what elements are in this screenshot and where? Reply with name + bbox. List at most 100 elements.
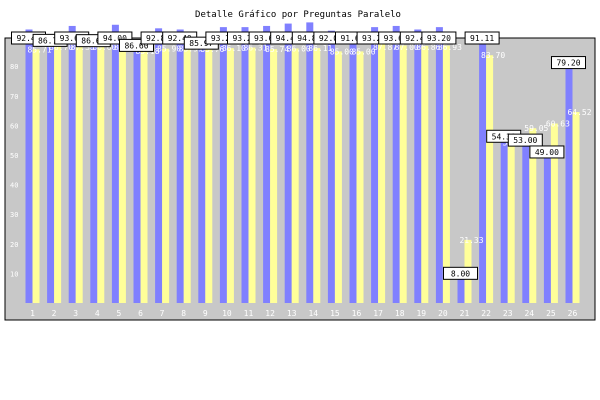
data-label-series-2: 21.33: [459, 236, 483, 245]
bar-series-1: [349, 31, 357, 303]
x-tick-label: 22: [481, 309, 491, 318]
bar-series-2: [442, 45, 450, 304]
y-tick-label: 20: [10, 241, 18, 249]
bar-series-1: [263, 25, 271, 303]
bar-series-2: [334, 51, 342, 304]
bar-series-1: [133, 51, 141, 304]
data-label-series-2: 87.87: [373, 43, 397, 52]
bar-series-1: [219, 27, 227, 304]
bar-series-1: [327, 30, 335, 304]
data-label-series-2: 85.90: [157, 45, 181, 54]
data-label-box: [507, 133, 543, 147]
y-tick-label: 60: [10, 122, 18, 130]
x-tick-label: 20: [438, 309, 448, 318]
bar-series-1: [435, 27, 443, 304]
bar-series-2: [97, 46, 105, 303]
bar-series-1: [543, 157, 551, 303]
data-label-series-2: 85.00: [351, 47, 375, 56]
y-tick-label: 70: [10, 93, 18, 101]
x-tick-label: 17: [373, 309, 383, 318]
x-tick-label: 11: [244, 309, 254, 318]
bar-series-1: [392, 25, 400, 303]
data-label-series-1: 93.60: [254, 34, 278, 43]
bar-series-2: [248, 47, 256, 303]
bar-series-2: [54, 46, 62, 303]
bar-series-1: [198, 49, 206, 304]
data-label-series-1: 54.30: [492, 132, 516, 141]
data-label-series-1: 93.20: [232, 34, 256, 43]
data-label-box: [551, 56, 586, 70]
x-tick-label: 4: [95, 309, 100, 318]
x-tick-label: 16: [352, 309, 362, 318]
bar-series-2: [118, 46, 126, 303]
data-label-series-1: 86.60: [81, 37, 105, 46]
bar-series-2: [205, 49, 213, 304]
x-tick-label: 8: [181, 309, 186, 318]
x-tick-label: 18: [395, 309, 405, 318]
data-label-series-2: 86.86: [416, 43, 440, 52]
data-label-series-2: 85.74: [265, 45, 289, 54]
bar-series-2: [32, 49, 40, 303]
data-label-box: [464, 31, 500, 45]
x-tick-label: 26: [568, 309, 578, 318]
y-tick-label: 80: [10, 63, 18, 71]
bars-layer: [25, 22, 580, 304]
data-label-series-1: 93.20: [427, 34, 451, 43]
bar-series-1: [155, 28, 163, 303]
bar-series-1: [500, 142, 508, 303]
data-label-series-2: 86.93: [438, 43, 462, 52]
data-label-series-1: 49.00: [535, 148, 559, 157]
data-label-series-2: 87.38: [71, 43, 95, 52]
data-label-series-2: 64.52: [567, 108, 591, 117]
bar-series-2: [550, 123, 558, 303]
bar-series-1: [25, 29, 33, 303]
x-tick-label: 2: [52, 309, 57, 318]
data-label-series-1: 93.20: [211, 34, 235, 43]
data-label-series-1: 86.60: [124, 41, 148, 50]
bar-series-1: [111, 24, 119, 303]
bar-series-2: [399, 45, 407, 303]
y-axis-ticks: 102030405060708090: [10, 34, 18, 279]
x-tick-label: 1: [30, 309, 35, 318]
bar-series-1: [68, 25, 76, 303]
bar-series-2: [507, 142, 515, 303]
x-tick-label: 15: [330, 309, 340, 318]
bar-series-2: [291, 48, 299, 303]
bar-series-2: [270, 49, 278, 304]
bar-series-1: [284, 23, 292, 304]
data-label-series-2: 86.70: [49, 43, 73, 52]
bar-series-2: [162, 48, 170, 304]
data-label-series-1: 92.40: [405, 34, 429, 43]
x-tick-label: 5: [116, 309, 121, 318]
data-label-series-1: 93.20: [362, 34, 386, 43]
y-tick-label: 40: [10, 182, 18, 190]
bar-series-1: [176, 29, 184, 303]
x-tick-label: 19: [416, 309, 426, 318]
data-label-box: [443, 266, 478, 280]
data-labels-layer: 85.7192.4086.7086.7087.3893.6086.6086.60…: [11, 31, 592, 280]
data-label-series-1: 91.11: [470, 34, 494, 43]
bar-series-2: [356, 51, 364, 304]
bar-series-2: [529, 128, 537, 303]
y-tick-label: 30: [10, 211, 18, 219]
x-tick-label: 23: [503, 309, 513, 318]
bar-series-2: [140, 50, 148, 303]
x-axis-ticks: 1 2 3 4 5 6 7 8 9 10 11 12 13 14 15 16 17 18 19 20 21 22 23 24 2…: [30, 309, 577, 318]
data-label-series-2: 86.31: [243, 44, 267, 53]
data-label-series-1: 92.80: [146, 34, 170, 43]
x-tick-label: 12: [265, 309, 275, 318]
data-label-series-1: 8.00: [451, 269, 470, 278]
data-label-series-1: 93.60: [60, 34, 84, 43]
x-tick-label: 25: [546, 309, 556, 318]
bar-series-1: [565, 68, 573, 304]
data-label-series-1: 94.40: [276, 34, 300, 43]
bar-series-2: [313, 48, 321, 304]
x-tick-label: 21: [460, 309, 470, 318]
bar-series-1: [47, 46, 55, 303]
bar-series-1: [241, 27, 249, 304]
data-label-series-2: 83.70: [481, 51, 505, 60]
bar-series-1: [306, 22, 314, 304]
bar-series-2: [226, 48, 234, 304]
data-label-series-1: 94.00: [103, 34, 127, 43]
data-label-box: [529, 145, 565, 159]
